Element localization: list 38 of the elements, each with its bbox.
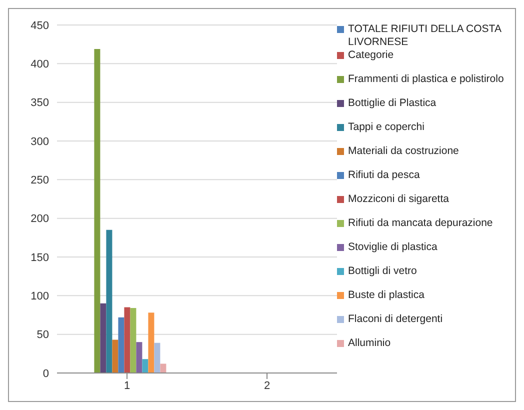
x-tick-label: 1 bbox=[124, 380, 130, 392]
y-tick-label: 100 bbox=[30, 290, 49, 303]
legend-label: Bottiglie di Plastica bbox=[348, 97, 436, 110]
legend-label: Rifiuti da pesca bbox=[348, 169, 420, 182]
y-tick-label: 200 bbox=[30, 213, 49, 226]
legend-label: Materiali da costruzione bbox=[348, 145, 459, 158]
legend-label: Bottigli di vetro bbox=[348, 265, 417, 278]
bar bbox=[94, 48, 100, 373]
y-tick-label: 0 bbox=[42, 368, 49, 380]
y-tick-label: 400 bbox=[30, 58, 49, 71]
bar bbox=[160, 364, 166, 373]
legend-label: Rifiuti da mancata depurazione bbox=[348, 217, 493, 230]
legend-label: Flaconi di detergenti bbox=[348, 313, 443, 326]
legend-label: Categorie bbox=[348, 49, 394, 62]
bar bbox=[118, 317, 124, 373]
y-tick-label: 300 bbox=[30, 136, 49, 148]
y-tick-label: 50 bbox=[36, 329, 49, 342]
legend-label: Alluminio bbox=[348, 337, 391, 350]
bar bbox=[100, 303, 106, 373]
y-tick-label: 350 bbox=[30, 97, 49, 110]
y-tick-label: 250 bbox=[30, 174, 49, 187]
legend-label: Mozziconi di sigaretta bbox=[348, 193, 449, 206]
legend-label: Buste di plastica bbox=[348, 289, 424, 302]
bar bbox=[130, 308, 136, 373]
legend-label: Stoviglie di plastica bbox=[348, 241, 438, 254]
legend-label: Frammenti di plastica e polistirolo bbox=[348, 73, 504, 86]
bar bbox=[136, 342, 142, 373]
legend-label: TOTALE RIFIUTI DELLA COSTA LIVORNESE bbox=[348, 23, 502, 49]
bar bbox=[148, 312, 154, 373]
y-tick-label: 150 bbox=[30, 252, 49, 264]
bar bbox=[142, 359, 148, 373]
bar bbox=[106, 230, 112, 373]
y-tick-label: 450 bbox=[30, 20, 49, 32]
bar bbox=[154, 342, 160, 373]
legend-label: Tappi e coperchi bbox=[348, 121, 424, 134]
bar bbox=[112, 340, 118, 373]
x-tick-label: 2 bbox=[264, 380, 270, 392]
bar bbox=[124, 307, 130, 373]
